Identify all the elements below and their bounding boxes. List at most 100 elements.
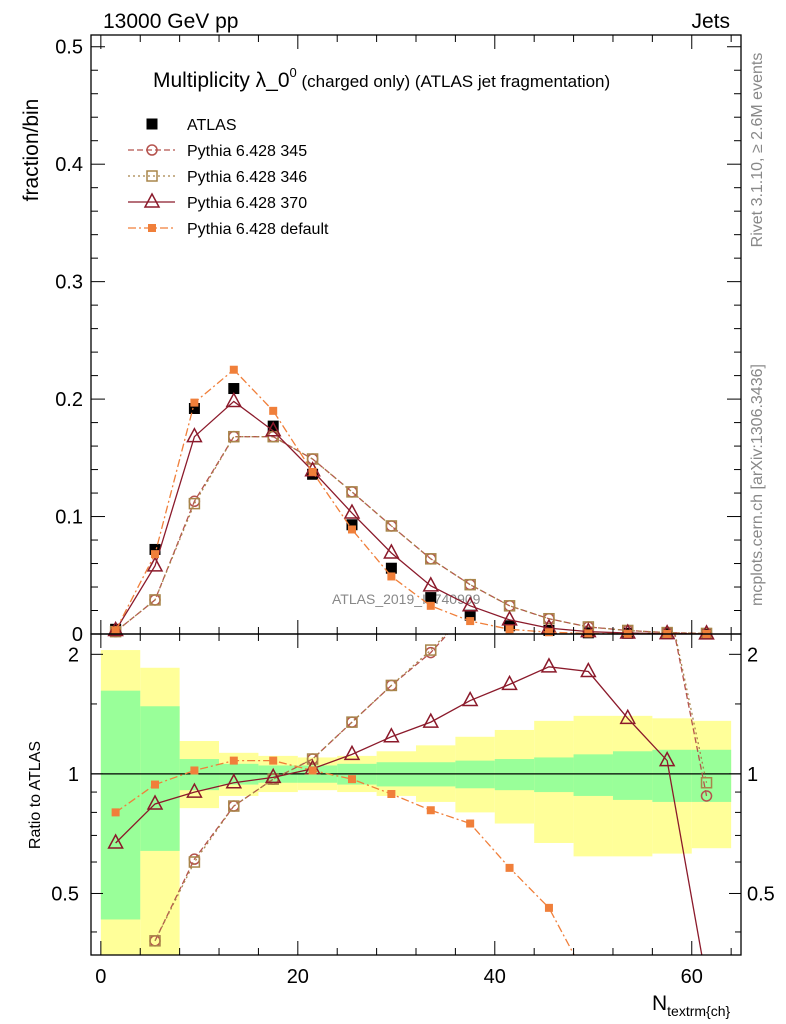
ratio-point-3-9 <box>466 819 475 828</box>
ratio-ytick-label-2: 2 <box>68 644 79 666</box>
legend-label-3: Pythia 6.428 370 <box>187 195 307 212</box>
ratio-point-3-8 <box>426 806 435 815</box>
xtick-label-0: 0 <box>95 966 106 988</box>
legend-marker-0 <box>146 118 158 130</box>
ratio-point-2-10 <box>501 674 518 691</box>
main-point-4-3 <box>229 365 238 374</box>
band-inner-14 <box>652 749 692 802</box>
main-ytick-label-3: 0.3 <box>55 272 83 294</box>
x-axis-label: Ntextrm{ch} <box>652 992 731 1019</box>
legend-label-4: Pythia 6.428 default <box>187 221 329 238</box>
main-point-2-1 <box>149 594 161 606</box>
ratio-point-3-5 <box>308 766 317 775</box>
main-point-0-9 <box>464 609 476 621</box>
main-point-4-11 <box>544 628 553 637</box>
ratio-point-3-2 <box>190 766 199 775</box>
main-point-4-0 <box>111 626 120 635</box>
legend: ATLAS Pythia 6.428 345 Pythia 6.428 346 Pyt… <box>128 117 329 238</box>
main-point-0-6 <box>346 519 358 531</box>
main-point-0-2 <box>188 402 200 414</box>
ratio-ytick-label-0: 0.5 <box>51 883 79 905</box>
legend-marker-1 <box>146 144 158 156</box>
main-point-3-2 <box>186 427 203 443</box>
ratio-line-2 <box>115 666 703 955</box>
xlabel-main: N <box>652 992 667 1015</box>
ratio-point-2-1 <box>146 794 164 810</box>
band-inner-10 <box>494 759 535 791</box>
ratio-point-3-10 <box>505 863 514 872</box>
title-main: Multiplicity λ_0 <box>153 69 290 92</box>
main-point-4-9 <box>466 617 475 626</box>
energy-label: 13000 GeV pp <box>103 10 238 33</box>
main-point-3-7 <box>383 543 400 559</box>
legend-label-1: Pythia 6.428 345 <box>187 143 307 160</box>
main-point-3-10 <box>501 610 518 626</box>
main-ytick-label-2: 0.2 <box>55 389 83 411</box>
main-point-4-6 <box>347 525 356 534</box>
xtick-label-3: 60 <box>681 966 703 988</box>
main-panel: 0 0.1 0.2 0.3 0.4 0.5 <box>55 34 742 646</box>
title-superscript: 0 <box>290 65 297 80</box>
ratio-point-2-8 <box>422 712 440 728</box>
ratio-point-1-8 <box>425 644 437 656</box>
legend-marker-4 <box>148 224 156 232</box>
main-point-4-7 <box>387 572 396 581</box>
main-point-2-3 <box>228 430 240 443</box>
legend-marker-2 <box>146 170 158 182</box>
main-point-0-8 <box>425 592 437 604</box>
main-point-0-4 <box>267 420 279 432</box>
main-point-4-1 <box>151 550 160 559</box>
ratio-point-2-0 <box>107 833 124 849</box>
ratio-point-2-12 <box>580 661 597 678</box>
ratio-ytick-label-right-0: 0.5 <box>747 883 775 905</box>
ratio-point-2-7 <box>383 727 400 743</box>
main-point-3-8 <box>422 576 440 592</box>
band-inner-0 <box>100 690 141 920</box>
main-point-1-6 <box>346 486 358 498</box>
band-inner-2 <box>179 759 220 791</box>
ratio-point-1-5 <box>306 753 319 765</box>
ratio-point-1-1 <box>149 935 161 947</box>
ratio-point-2-13 <box>619 708 636 725</box>
process-label: Jets <box>691 10 730 33</box>
ratio-point-2-4 <box>264 767 282 784</box>
ratio-point-1-15 <box>700 776 713 789</box>
main-point-3-6 <box>343 503 361 519</box>
title-rest: (charged only) (ATLAS jet fragmentation) <box>297 72 610 91</box>
main-ylabel: fraction/bin <box>20 99 43 202</box>
ratio-point-3-1 <box>151 780 160 789</box>
ratio-point-2-9 <box>461 690 479 707</box>
xtick-label-2: 40 <box>484 966 506 988</box>
ratio-point-3-4 <box>269 756 278 765</box>
xlabel-sub: textrm{ch} <box>667 1003 730 1019</box>
ratio-ytick-label-right-2: 2 <box>747 644 758 666</box>
ratio-point-1-3 <box>228 800 240 812</box>
main-point-0-1 <box>149 543 161 555</box>
ratio-point-2-3 <box>225 773 243 789</box>
main-point-4-2 <box>190 398 199 407</box>
main-point-2-11 <box>543 612 555 625</box>
ratio-point-3-11 <box>544 903 553 912</box>
band-inner-12 <box>573 754 613 796</box>
band-inner-13 <box>612 751 653 800</box>
xtick-label-1: 20 <box>287 966 309 988</box>
main-point-3-3 <box>225 391 243 408</box>
main-ytick-label-4: 0.4 <box>55 154 83 176</box>
main-ytick-label-1: 0.1 <box>55 507 83 529</box>
mcplots-label: mcplots.cern.ch [arXiv:1306.3436] <box>749 364 766 606</box>
ratio-point-0-15 <box>700 790 713 802</box>
band-inner-1 <box>140 706 180 851</box>
ratio-point-1-6 <box>346 716 358 728</box>
main-point-0-7 <box>385 562 397 574</box>
chart-title: Multiplicity λ_00 (charged only) (ATLAS … <box>153 65 610 92</box>
legend-label-2: Pythia 6.428 346 <box>187 169 307 186</box>
ratio-point-2-14 <box>658 751 676 767</box>
ratio-point-2-6 <box>343 744 361 761</box>
ratio-ylabel: Ratio to ATLAS <box>27 741 44 849</box>
main-point-3-4 <box>264 421 282 437</box>
ratio-point-3-0 <box>111 808 120 817</box>
ratio-point-1-2 <box>188 856 201 868</box>
ratio-point-3-6 <box>347 775 356 784</box>
rivet-label: Rivet 3.1.10, ≥ 2.6M events <box>749 53 766 248</box>
main-point-4-10 <box>505 625 514 634</box>
